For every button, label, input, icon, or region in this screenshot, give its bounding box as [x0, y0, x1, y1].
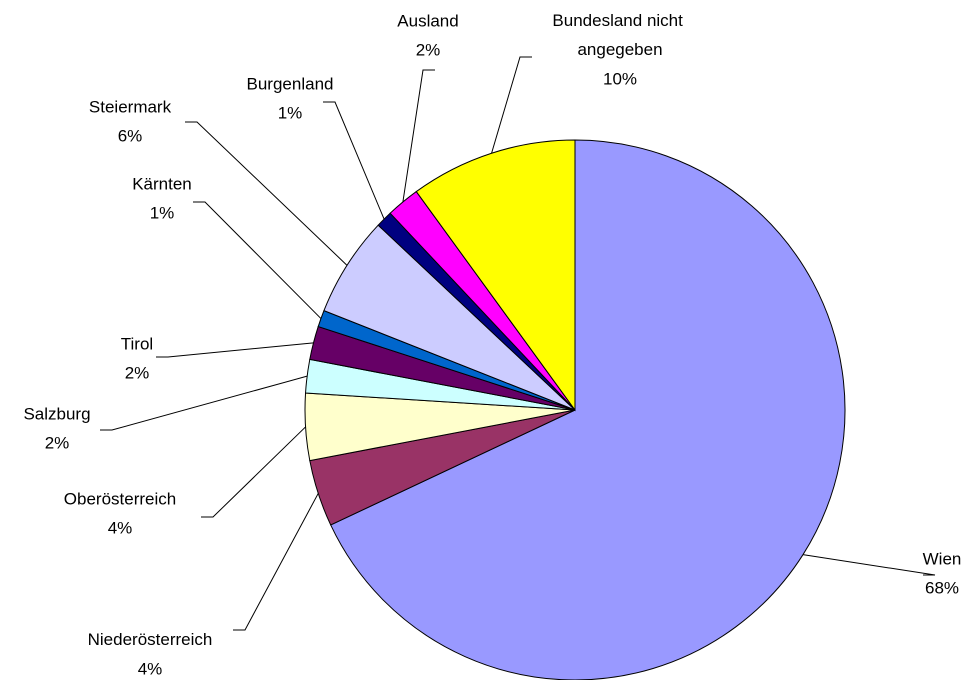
category-label: Wien: [923, 549, 962, 568]
value-label: 2%: [125, 363, 150, 382]
category-label: Ausland: [397, 11, 458, 30]
leader-line: [100, 375, 308, 431]
leader-line: [233, 493, 319, 631]
value-label: 68%: [925, 578, 959, 597]
value-label: 4%: [138, 659, 163, 678]
category-label: Oberösterreich: [64, 489, 176, 508]
category-label: Bundesland nicht angegeben: [552, 11, 687, 59]
category-label: Burgenland: [247, 74, 334, 93]
leader-line: [491, 56, 532, 154]
value-label: 2%: [416, 40, 441, 59]
category-label: Niederösterreich: [88, 630, 213, 649]
value-label: 4%: [108, 518, 133, 537]
category-label: Tirol: [121, 334, 153, 353]
leader-line: [802, 554, 936, 576]
value-label: 1%: [150, 203, 175, 222]
pie-slice: [330, 139, 846, 680]
value-label: 1%: [278, 103, 303, 122]
leader-line: [323, 101, 385, 220]
leader-line: [156, 342, 314, 358]
leader-line: [185, 121, 348, 266]
value-label: 10%: [603, 69, 637, 88]
category-label: Steiermark: [89, 97, 172, 116]
leader-line: [402, 69, 435, 203]
pie-slice: [415, 139, 576, 412]
value-label: 6%: [118, 126, 143, 145]
leader-line: [193, 201, 322, 319]
category-label: Kärnten: [132, 174, 192, 193]
category-label: Salzburg: [23, 404, 90, 423]
leader-line: [201, 426, 306, 518]
value-label: 2%: [45, 433, 70, 452]
